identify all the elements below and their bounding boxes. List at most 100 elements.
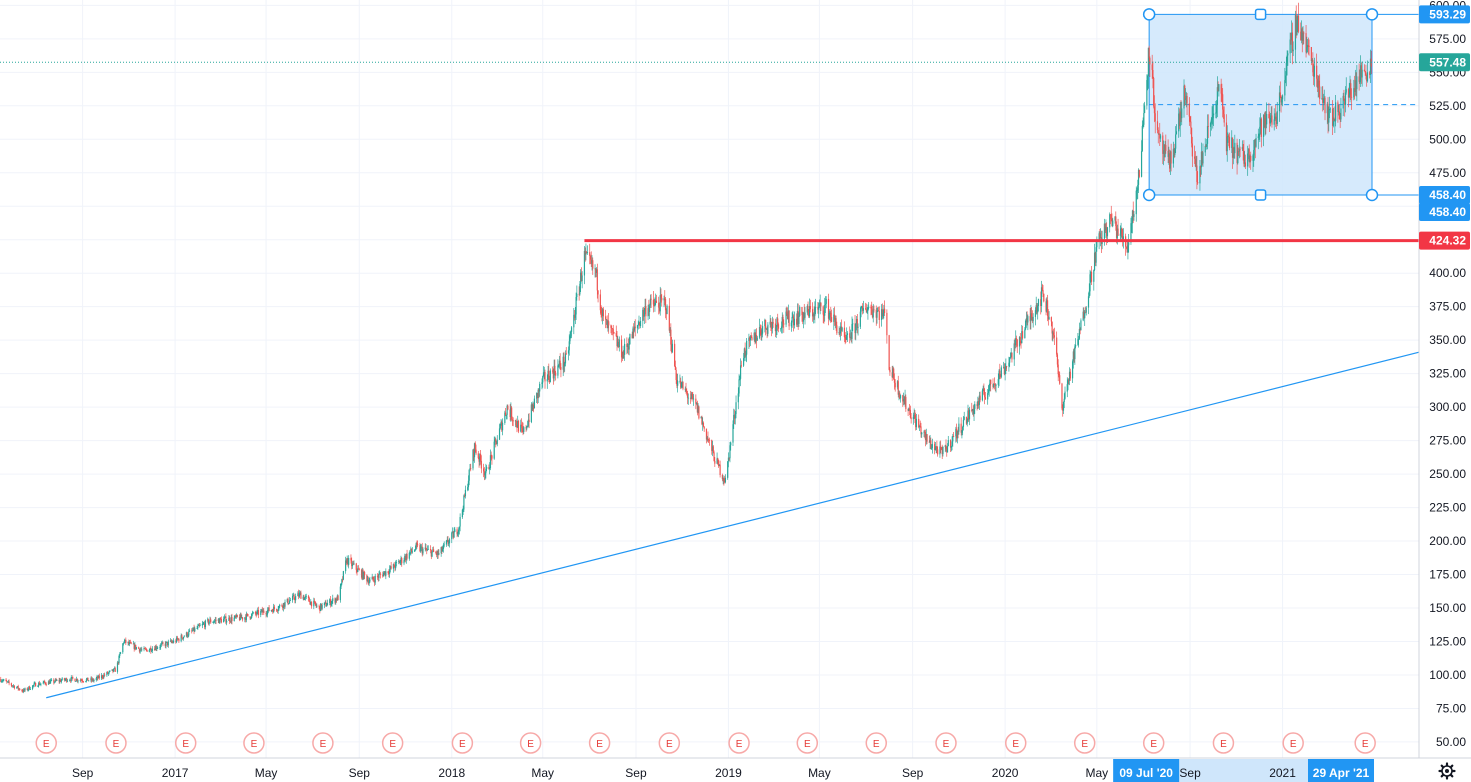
- candle-body: [1110, 214, 1112, 219]
- candle-body: [1152, 69, 1154, 79]
- candle-body: [1078, 338, 1080, 340]
- range-box-handle[interactable]: [1365, 8, 1379, 21]
- candle-body: [411, 551, 413, 553]
- candles: [0, 2, 1372, 694]
- earnings-marker-label: E: [943, 739, 950, 750]
- candle-body: [523, 427, 525, 433]
- candle-body: [1331, 108, 1334, 126]
- earnings-marker[interactable]: E: [1212, 732, 1235, 754]
- range-box-handle[interactable]: [1365, 188, 1379, 202]
- candle-body: [42, 682, 44, 684]
- earnings-marker[interactable]: E: [381, 732, 404, 754]
- candle-body: [649, 298, 651, 306]
- earnings-marker[interactable]: E: [1073, 732, 1096, 754]
- earnings-marker[interactable]: E: [935, 732, 957, 754]
- candle-body: [570, 327, 573, 332]
- candle-body: [1268, 114, 1270, 119]
- candle-body: [403, 560, 405, 564]
- candle-body: [1037, 299, 1040, 307]
- candle-body: [722, 478, 724, 480]
- candle-body: [470, 468, 472, 470]
- candle-body: [828, 312, 830, 319]
- candle-body: [685, 388, 687, 391]
- candle-body: [931, 444, 933, 449]
- candle-body: [891, 372, 893, 378]
- earnings-marker[interactable]: E: [1354, 732, 1376, 754]
- candle-body: [1105, 227, 1107, 231]
- range-box-handle[interactable]: [1142, 8, 1156, 21]
- candle-body: [1275, 116, 1277, 118]
- candle-body: [686, 390, 688, 393]
- earnings-marker[interactable]: E: [451, 732, 474, 754]
- candle-body: [21, 690, 23, 691]
- candle-body: [721, 474, 723, 480]
- earnings-marker[interactable]: E: [312, 732, 334, 754]
- candle-body: [1269, 117, 1272, 124]
- range-box-handle[interactable]: [1142, 188, 1156, 202]
- candle-body: [714, 460, 716, 464]
- earnings-marker[interactable]: E: [519, 732, 542, 754]
- candle-body: [208, 621, 210, 624]
- candle-body: [1143, 113, 1145, 125]
- y-tick-label: 475.00: [1429, 166, 1466, 180]
- earnings-marker[interactable]: E: [865, 732, 888, 754]
- candle-body: [1226, 136, 1228, 152]
- earnings-marker[interactable]: E: [35, 732, 57, 754]
- candle-body: [197, 625, 199, 629]
- candle-body: [294, 598, 296, 601]
- earnings-marker[interactable]: E: [588, 732, 611, 754]
- candle-body: [1024, 320, 1027, 330]
- candle-body: [70, 677, 72, 681]
- candle-body: [1291, 32, 1293, 40]
- earnings-marker[interactable]: E: [174, 732, 197, 754]
- candle-body: [560, 367, 562, 370]
- candle-body: [834, 318, 836, 320]
- candle-body: [309, 601, 311, 605]
- candle-body: [24, 688, 26, 691]
- range-box-handle[interactable]: [1254, 8, 1267, 21]
- earnings-marker[interactable]: E: [658, 732, 681, 754]
- earnings-marker[interactable]: E: [1142, 732, 1165, 754]
- candle-body: [324, 602, 326, 603]
- range-box-handle[interactable]: [1254, 189, 1267, 201]
- candle-body: [761, 333, 763, 335]
- candle-body: [1332, 117, 1334, 126]
- candle-body: [432, 549, 434, 552]
- earnings-marker[interactable]: E: [105, 732, 127, 754]
- candle-body: [617, 342, 620, 347]
- candle-body: [801, 307, 803, 315]
- candle-body: [1084, 312, 1087, 314]
- candle-body: [335, 598, 337, 603]
- candle-body: [1273, 119, 1275, 125]
- candle-body: [1020, 341, 1022, 344]
- candle-body: [962, 426, 964, 431]
- earnings-marker[interactable]: E: [1004, 732, 1027, 754]
- candle-body: [1125, 246, 1128, 248]
- candle-body: [100, 675, 103, 679]
- gear-icon[interactable]: [1438, 762, 1456, 780]
- candle-body: [728, 457, 730, 459]
- candle-body: [666, 305, 668, 315]
- earnings-marker-circle: [451, 732, 474, 754]
- earnings-marker[interactable]: E: [796, 732, 819, 754]
- candle-body: [706, 437, 708, 440]
- candle-body: [1046, 300, 1048, 312]
- earnings-marker[interactable]: E: [1282, 732, 1304, 754]
- candle-body: [489, 455, 492, 469]
- candle-body: [1236, 142, 1238, 164]
- candle-body: [740, 365, 742, 367]
- candle-body: [814, 307, 816, 317]
- candle-body: [1122, 236, 1124, 242]
- candle-body: [109, 670, 111, 672]
- candle-body: [629, 334, 631, 345]
- candle-body: [139, 649, 141, 652]
- candle-body: [867, 307, 869, 311]
- earnings-marker-label: E: [459, 739, 466, 750]
- earnings-marker[interactable]: E: [728, 732, 750, 754]
- candle-body: [809, 306, 811, 310]
- candle-body: [909, 409, 911, 418]
- candle-body: [56, 679, 58, 681]
- earnings-marker[interactable]: E: [243, 732, 265, 754]
